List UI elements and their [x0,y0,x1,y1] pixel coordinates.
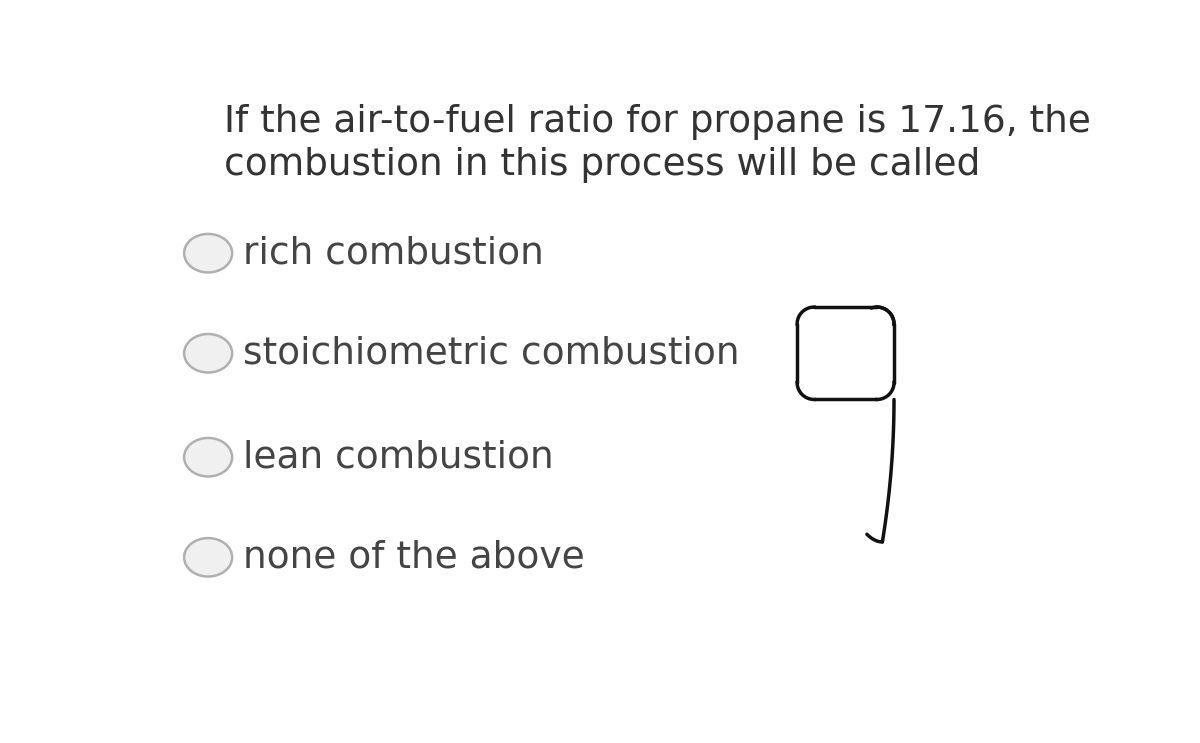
Text: If the air-to-fuel ratio for propane is 17.16, the: If the air-to-fuel ratio for propane is … [223,104,1091,140]
Ellipse shape [184,334,232,372]
Text: lean combustion: lean combustion [242,439,553,476]
Text: none of the above: none of the above [242,539,584,575]
Text: rich combustion: rich combustion [242,236,544,271]
Text: combustion in this process will be called: combustion in this process will be calle… [223,146,980,183]
Ellipse shape [184,538,232,577]
Text: stoichiometric combustion: stoichiometric combustion [242,335,739,372]
Ellipse shape [184,234,232,273]
Ellipse shape [184,438,232,476]
